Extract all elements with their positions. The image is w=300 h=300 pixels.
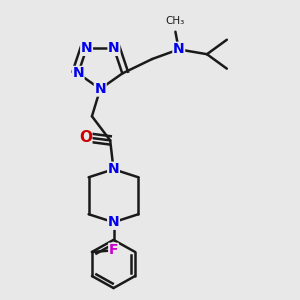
Text: N: N (81, 41, 92, 55)
Text: N: N (108, 215, 119, 229)
Text: N: N (173, 42, 184, 56)
Text: N: N (108, 162, 119, 176)
Text: N: N (108, 41, 120, 55)
Text: O: O (79, 130, 92, 145)
Text: CH₃: CH₃ (166, 16, 185, 26)
Text: N: N (94, 82, 106, 96)
Text: N: N (72, 67, 84, 80)
Text: F: F (109, 243, 118, 257)
